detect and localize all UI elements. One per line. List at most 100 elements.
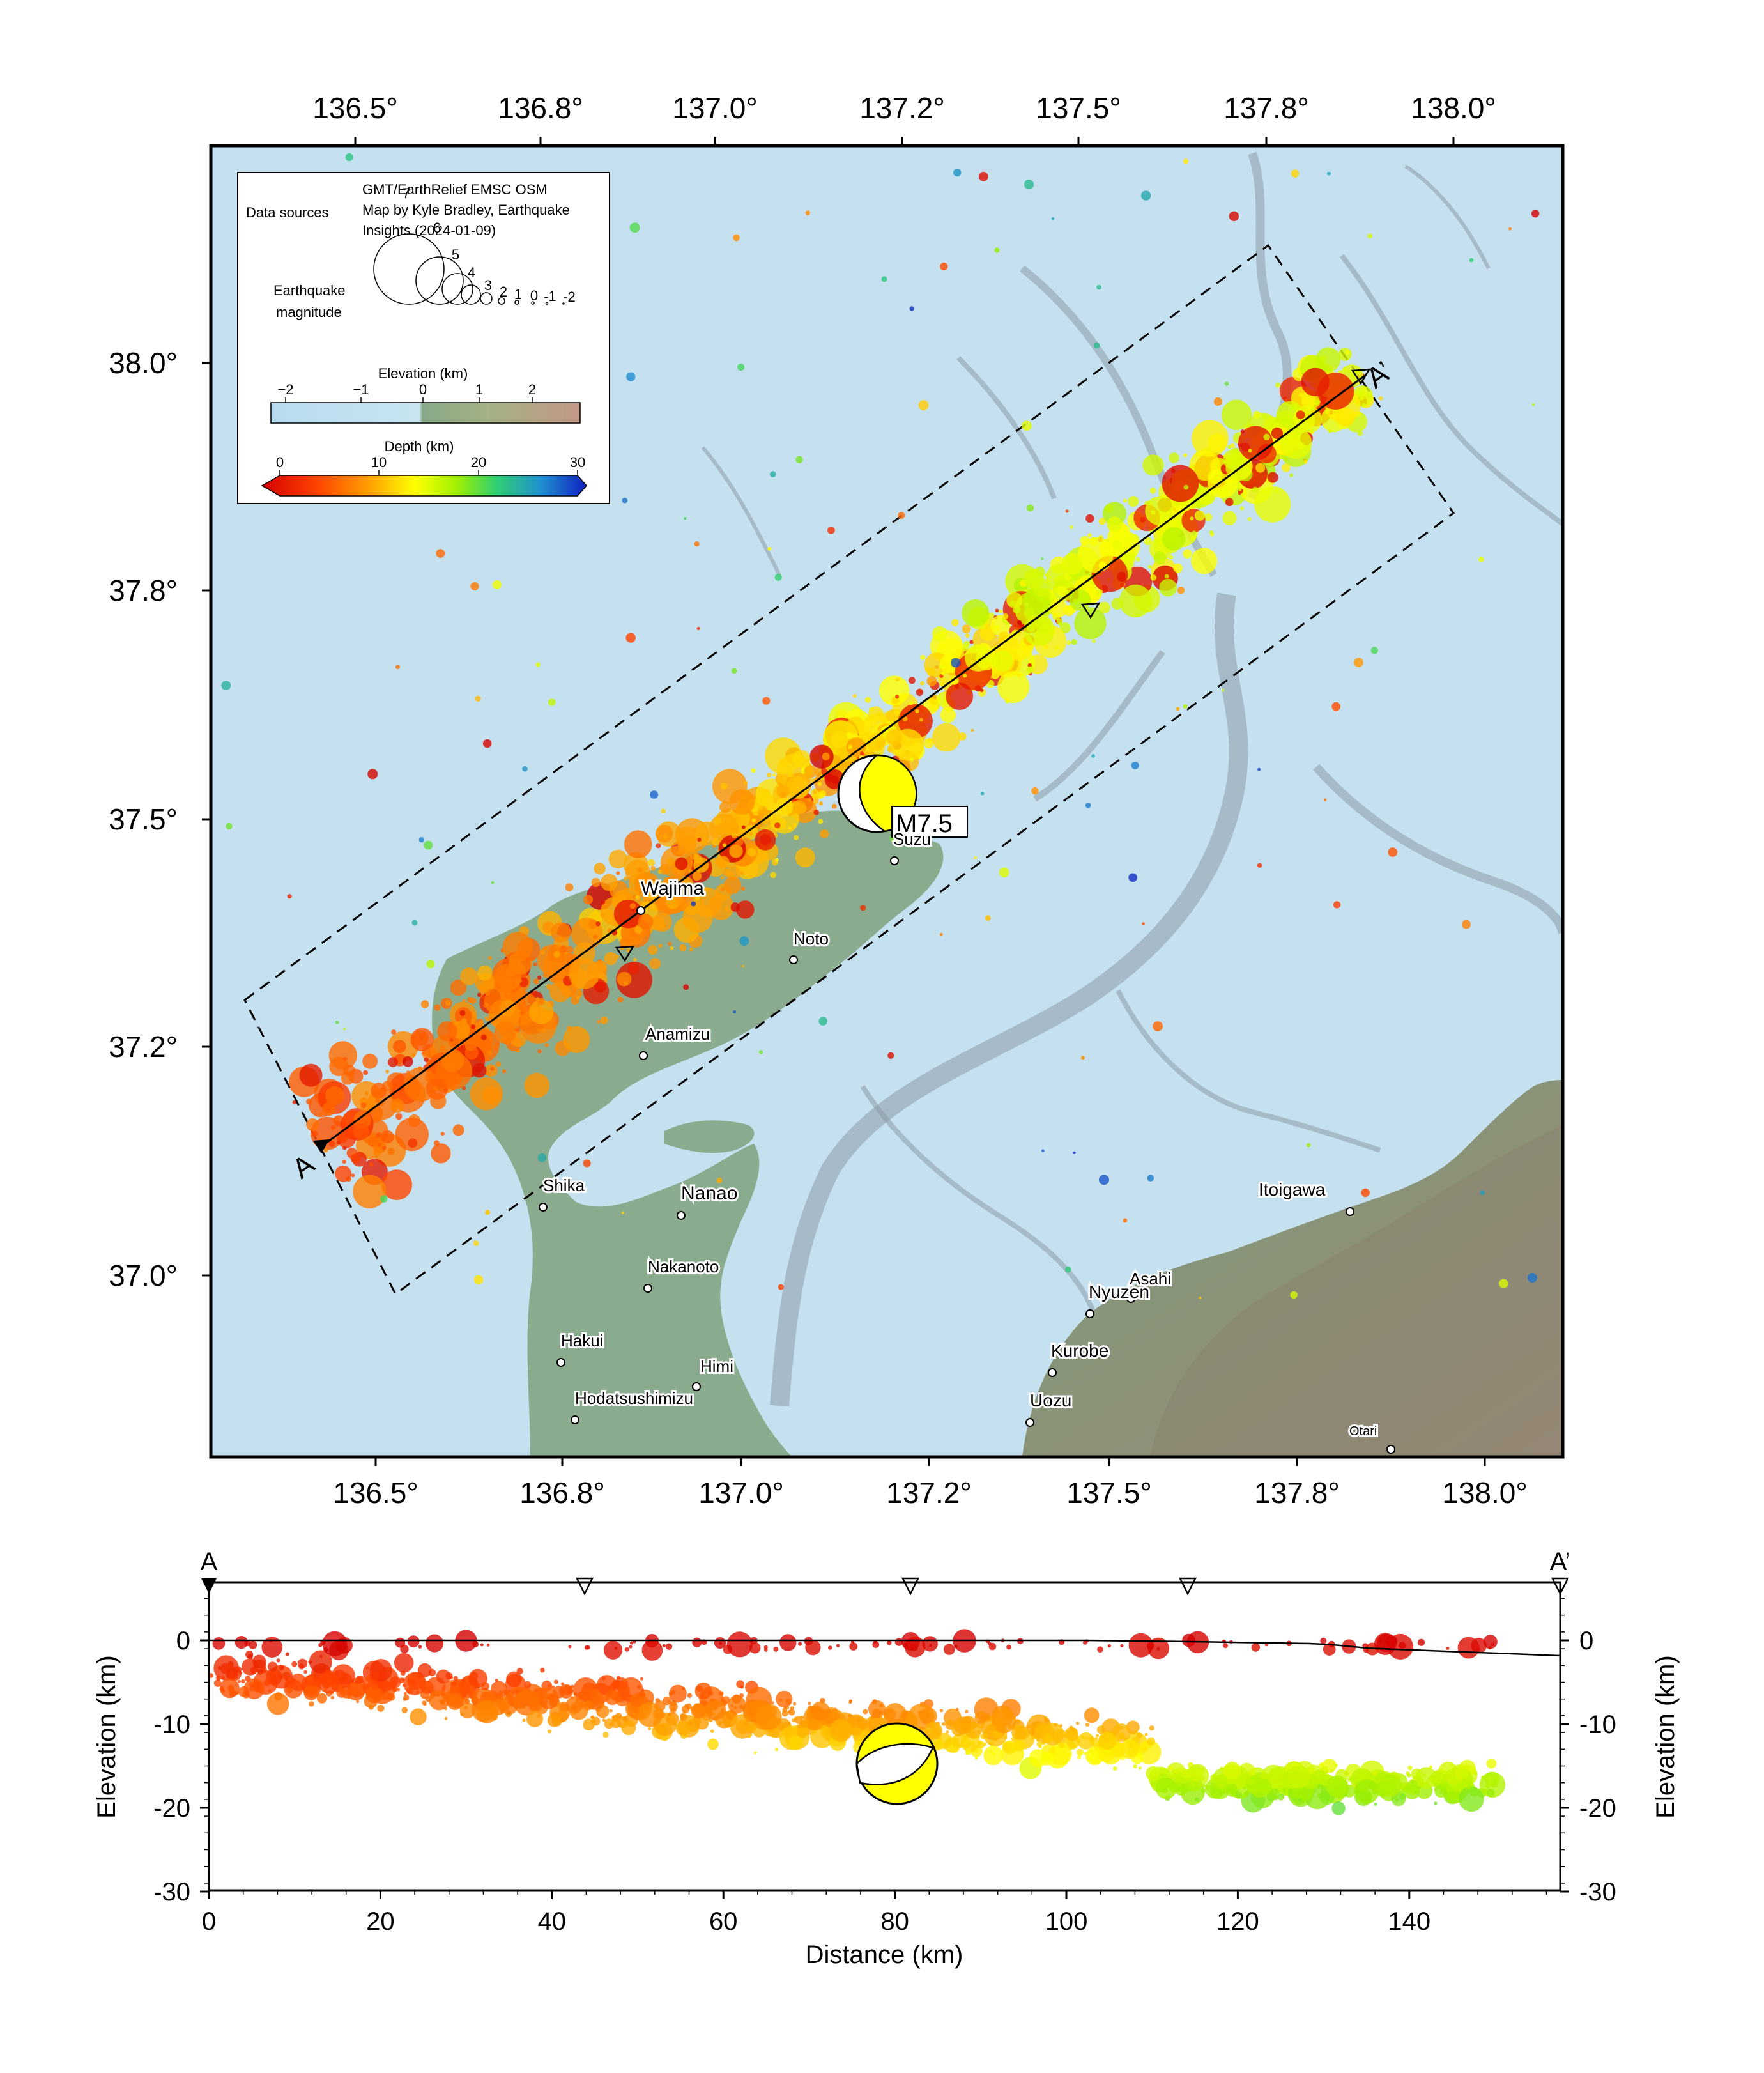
section-quake [1372,1769,1379,1776]
section-quake [682,1709,686,1713]
map-quake [886,728,903,746]
map-quake [1169,555,1174,560]
map-quake [988,612,995,619]
map-quake [902,716,908,721]
section-quake [234,1666,242,1673]
map-quake [621,1211,625,1214]
map-quake [737,363,745,371]
map-quake [770,872,777,879]
map-quake [591,877,601,887]
section-quake [475,1700,498,1723]
section-quake [719,1691,724,1696]
section-quake [260,1667,267,1674]
section-quake [1155,1778,1177,1799]
section-quake [719,1642,723,1645]
map-quake [1367,233,1373,239]
map-quake [804,765,817,778]
section-quake [245,1651,254,1659]
map-quake [974,856,977,859]
map-quake [963,674,967,678]
section-quake [312,1676,318,1682]
map-quake [1144,537,1153,546]
map-quake [537,975,542,980]
map-quake [560,945,567,953]
map-quake [1027,666,1034,674]
section-quake [805,1640,821,1656]
section-quake [990,1724,997,1732]
map-quake [1096,590,1102,596]
profile-tick-marker-1 [615,945,635,962]
section-quake [1006,1644,1011,1650]
map-quake [684,517,687,520]
section-quake [1466,1785,1471,1790]
map-quake [1041,1149,1045,1152]
map-quake [485,1210,491,1215]
map-quake [789,779,794,783]
map-quake [371,1083,387,1099]
map-quake [629,222,640,233]
lat-label: 37.2° [109,1030,178,1063]
section-quake [910,1644,918,1652]
section-quake [1264,1643,1268,1647]
section-quake [965,1709,969,1713]
map-quake [420,1000,429,1008]
map-quake [1128,496,1139,507]
section-quake [1374,1802,1377,1806]
section-quake [1120,1644,1124,1647]
map-quake [553,951,560,958]
section-y-tick-label-left: -20 [153,1794,190,1823]
map-quake [1119,584,1153,618]
map-quake [479,1020,483,1024]
map-quake [616,962,652,998]
section-quake [1066,1729,1078,1741]
map-quake [1131,761,1139,769]
map-quake [733,1010,737,1014]
map-quake [1176,707,1180,711]
map-quake [1090,589,1097,596]
map-quake [1096,284,1101,290]
section-quake [675,1721,691,1736]
map-frame [209,144,1565,1459]
section-quake [611,1718,622,1729]
map-quake [932,723,961,752]
map-quake [437,1021,457,1042]
map-quake [691,901,696,907]
map-quake [381,1169,412,1200]
section-quake [1098,1731,1117,1750]
map-quake [980,626,995,641]
section-quake [1334,1763,1338,1768]
map-quake [567,1026,572,1031]
map-quake [565,883,574,891]
section-quake [547,1729,552,1734]
cross-section-panel: 0 20 40 60 80 100 120 140 0 0 -10 -10 -20 -20 -30 -30 A… [93,1548,1680,1969]
map-quake [343,1056,348,1061]
map-quake [795,847,815,868]
section-quake [1399,1642,1406,1649]
map-quake [1238,487,1242,491]
map-quake [650,790,659,799]
map-quake [1227,445,1232,449]
section-quake [377,1704,385,1712]
section-quake [903,1642,908,1647]
section-quake [1417,1638,1425,1646]
map-quake [795,456,803,464]
map-quake [1183,484,1189,490]
map-quake [535,997,540,1001]
map-quake [1303,459,1308,464]
map-quake [951,658,961,668]
map-quake [424,840,433,850]
map-quake [813,790,817,794]
map-quake [362,1053,378,1069]
depth-title: Depth (km) [385,438,454,454]
map-quake [395,1117,429,1152]
section-quake [567,1687,574,1694]
section-quake [1223,1643,1228,1649]
section-quake [615,1712,622,1719]
map-quake [1049,599,1068,618]
map-quake [1267,472,1278,483]
map-quake [714,817,722,826]
map-quake [378,1143,382,1147]
section-end-marker [1551,1577,1570,1596]
map-quake [487,1050,492,1056]
section-earthquakes [208,1629,1506,1815]
